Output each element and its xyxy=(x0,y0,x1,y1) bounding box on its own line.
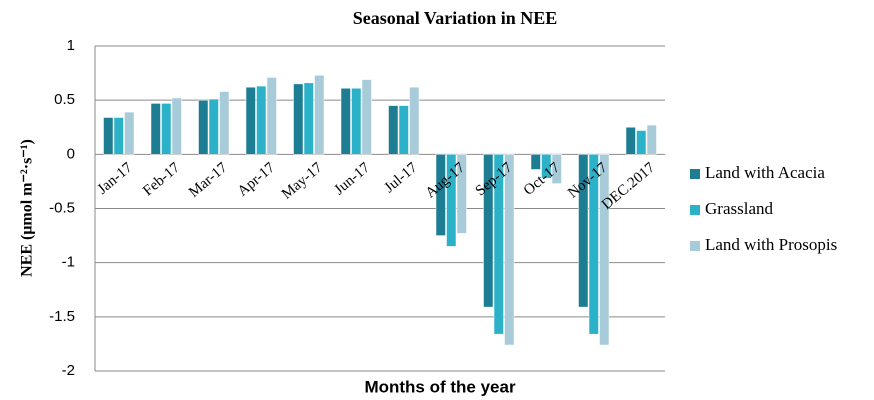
bar xyxy=(483,154,494,308)
bar xyxy=(398,105,409,155)
y-tick-label: -1.5 xyxy=(49,308,75,325)
legend-label: Land with Prosopis xyxy=(705,235,837,254)
bar xyxy=(103,117,114,155)
y-axis-title: NEE (μmol m⁻²·s⁻¹) xyxy=(19,139,36,277)
bar xyxy=(198,99,209,155)
x-tick-label: May-17 xyxy=(279,159,326,202)
bar xyxy=(599,154,610,346)
y-tick-label: -0.5 xyxy=(49,199,75,216)
bar xyxy=(314,75,325,155)
bar xyxy=(551,154,562,184)
bar xyxy=(351,88,362,155)
bar xyxy=(171,97,182,155)
y-tick-label: -1 xyxy=(62,254,75,271)
x-tick-label: Feb-17 xyxy=(140,159,183,199)
bar xyxy=(340,88,351,155)
bar xyxy=(388,105,399,155)
bar xyxy=(504,154,515,346)
legend-marker xyxy=(690,241,700,251)
bar xyxy=(256,85,267,155)
y-tick-label: 0 xyxy=(67,145,75,162)
legend-marker xyxy=(690,205,700,215)
bar xyxy=(266,77,277,155)
bar xyxy=(435,154,446,236)
x-tick-label: Jul-17 xyxy=(382,159,421,196)
bar xyxy=(124,111,135,155)
bar xyxy=(456,154,467,234)
bar xyxy=(493,154,504,335)
bar xyxy=(588,154,599,335)
bar xyxy=(150,103,161,155)
legend-label: Grassland xyxy=(705,199,773,218)
x-tick-label: Jun-17 xyxy=(331,159,373,198)
x-tick-label: Mar-17 xyxy=(186,159,231,200)
x-axis-title: Months of the year xyxy=(364,377,516,396)
bar xyxy=(219,91,230,155)
bar xyxy=(293,83,304,155)
x-tick-label: Apr-17 xyxy=(235,159,279,199)
chart-title: Seasonal Variation in NEE xyxy=(353,8,558,28)
bar xyxy=(245,86,256,155)
bar xyxy=(113,117,124,155)
bar xyxy=(646,124,657,155)
bar xyxy=(409,86,420,155)
bar xyxy=(161,103,172,155)
x-tick-label: Jan-17 xyxy=(95,159,136,197)
bar xyxy=(636,130,647,155)
bar xyxy=(208,98,219,155)
legend-marker xyxy=(690,169,700,179)
y-tick-label: 1 xyxy=(67,37,75,54)
y-tick-label: 0.5 xyxy=(54,91,75,108)
legend-label: Land with Acacia xyxy=(705,163,825,182)
bar xyxy=(446,154,457,247)
y-tick-label: -2 xyxy=(62,362,75,379)
bar xyxy=(625,127,636,155)
bar xyxy=(361,79,372,155)
bar xyxy=(578,154,589,308)
bar xyxy=(541,154,552,179)
bar xyxy=(530,154,541,170)
bar xyxy=(303,82,314,155)
